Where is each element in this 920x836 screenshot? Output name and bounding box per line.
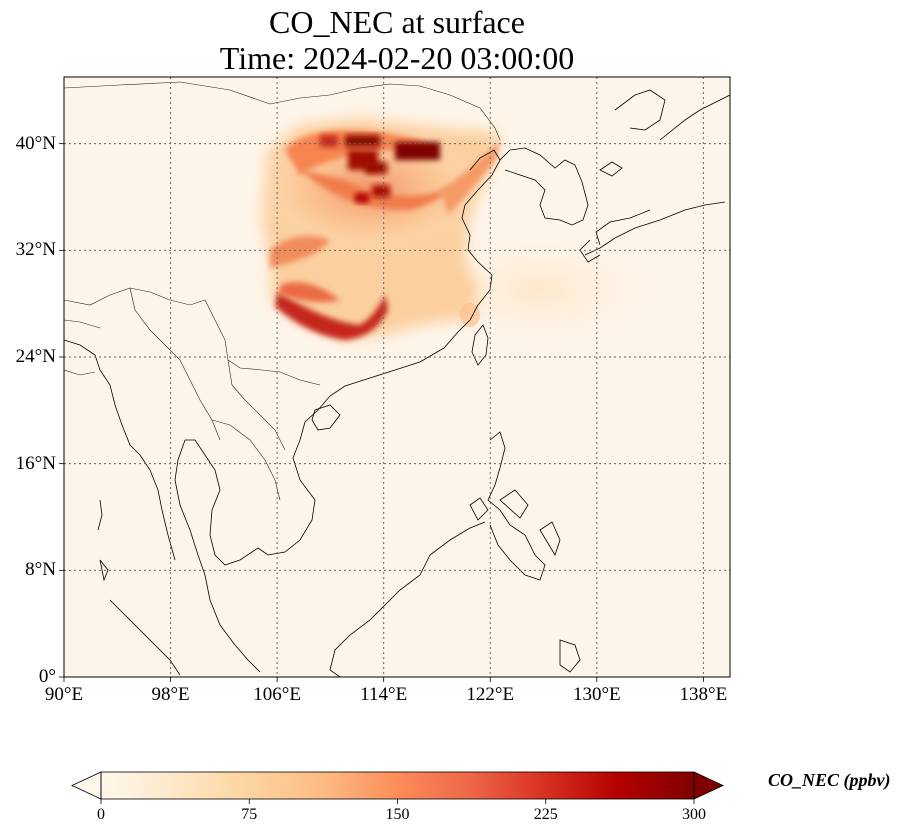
hotspot-5	[372, 185, 390, 197]
x-tick-label: 106°E	[253, 684, 301, 705]
band-mid	[300, 170, 455, 210]
hotspot-1	[345, 135, 380, 147]
hotspot-2	[395, 142, 440, 160]
band-west	[270, 235, 330, 268]
plot-subtitle-time: Time: 2024-02-20 03:00:00	[219, 40, 575, 76]
x-tick-label: 90°E	[44, 684, 84, 705]
y-tick-label: 24°N	[15, 346, 56, 367]
gridlines	[64, 77, 730, 677]
band-coast	[440, 140, 500, 215]
colorbar-tick-label: 225	[533, 806, 558, 823]
colorbar-extend-min	[71, 771, 102, 800]
colorbar-tick-label: 0	[97, 806, 105, 823]
colorbar-tick-label: 300	[682, 806, 706, 823]
colorbar	[71, 771, 724, 804]
coastlines	[64, 89, 730, 677]
x-tick-label: 114°E	[360, 684, 408, 705]
y-tick-label: 16°N	[15, 452, 56, 474]
colorbar-extend-max	[693, 771, 724, 800]
plume-east-china-sea	[420, 230, 660, 350]
x-tick-label: 122°E	[466, 684, 515, 705]
x-tick-label: 130°E	[572, 684, 621, 705]
country-borders	[64, 81, 501, 501]
colorbar-tick-label: 75	[241, 806, 258, 823]
x-tick-label: 98°E	[151, 684, 190, 705]
band-sichuan	[280, 282, 340, 303]
plot-title: CO_NEC at surface	[269, 4, 525, 40]
plume-fujian	[460, 303, 480, 327]
y-tick-label: 0°	[38, 666, 56, 687]
y-tick-label: 32°N	[15, 239, 56, 261]
colorbar-gradient	[101, 772, 694, 799]
hotspot-4	[365, 162, 387, 174]
hotspot-sichuan-band	[275, 292, 388, 340]
hotspot-7	[320, 135, 338, 147]
map-frame	[63, 76, 731, 678]
colorbar-tick-label: 150	[385, 806, 410, 823]
hotspot-6	[355, 193, 369, 203]
y-tick-label: 8°N	[25, 559, 56, 581]
y-tick-label: 40°N	[15, 132, 56, 154]
co-concentration-field	[64, 81, 730, 677]
x-tick-label: 138°E	[679, 684, 728, 705]
colorbar-label: CO_NEC (ppbv)	[768, 770, 891, 790]
